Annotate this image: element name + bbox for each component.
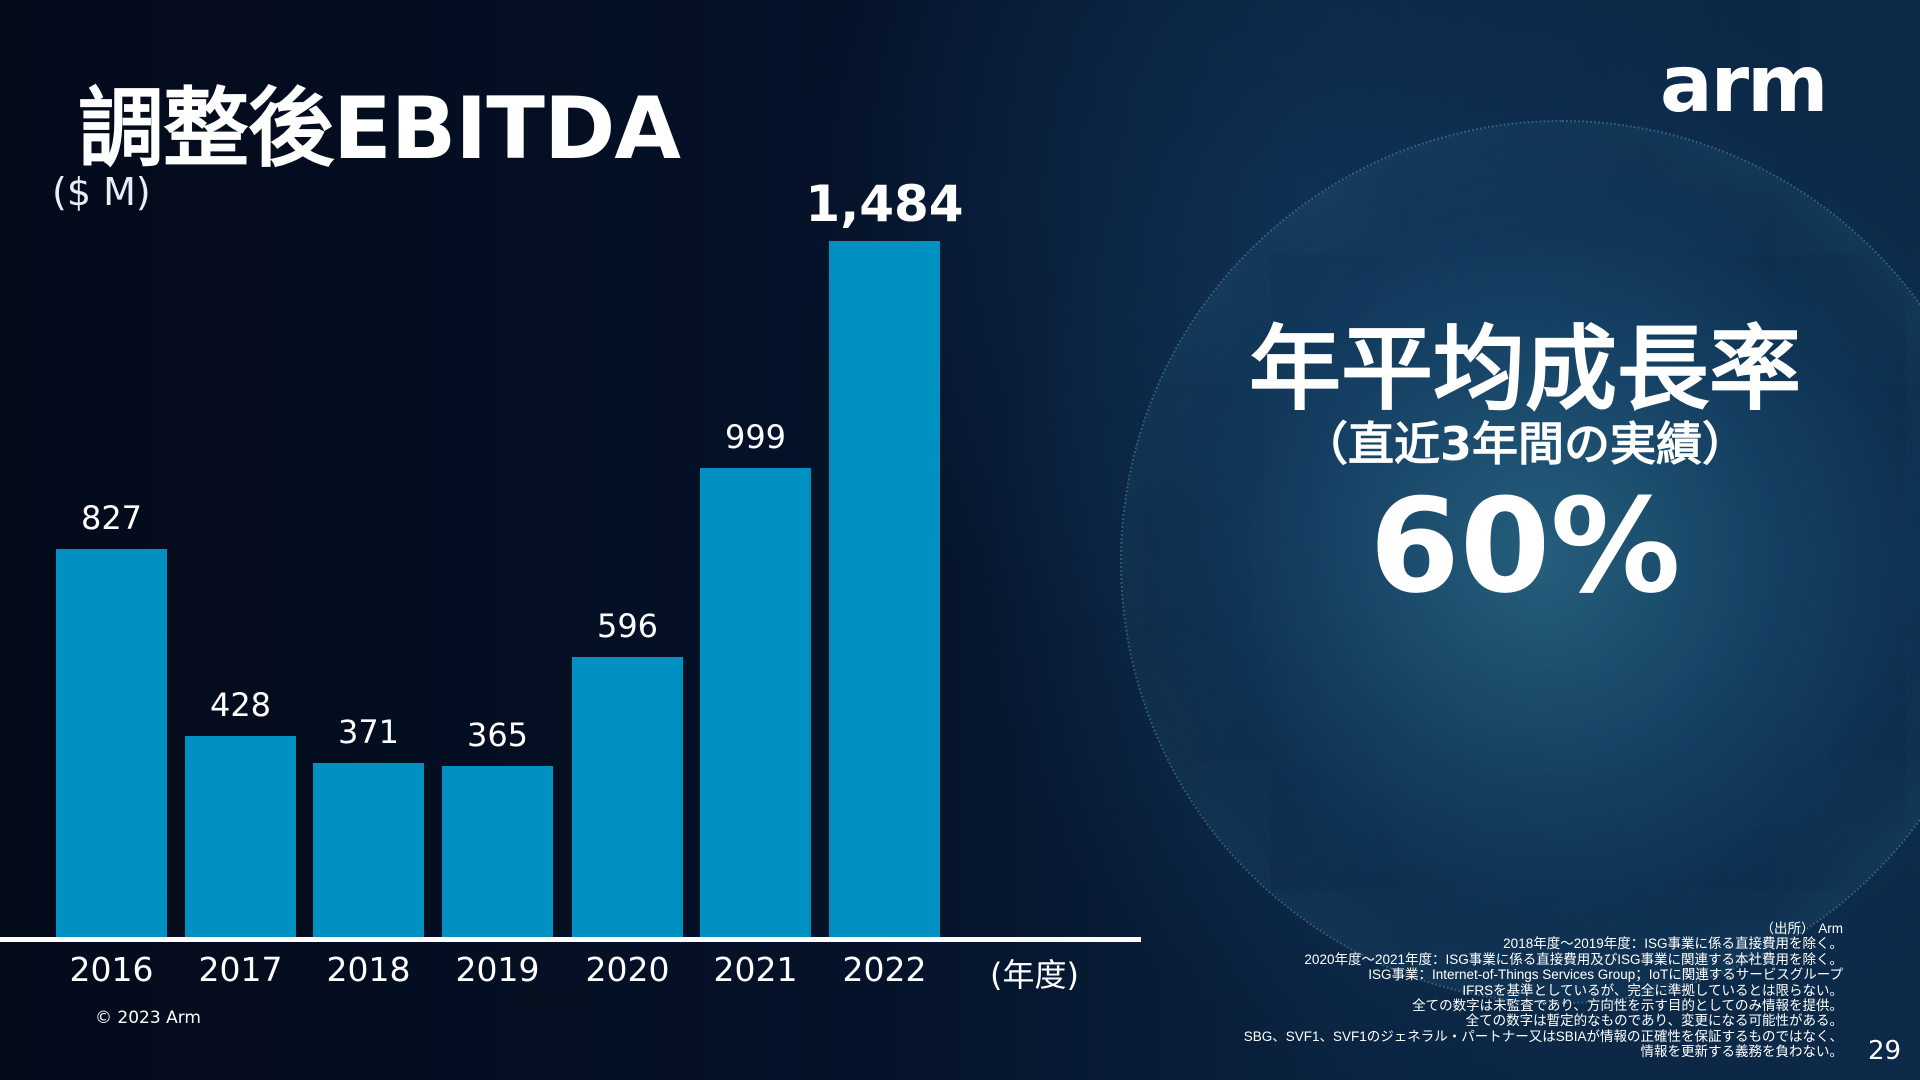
footnote: 情報を更新する義務を負わない。 — [1640, 1044, 1844, 1060]
bar-2017 — [185, 736, 296, 937]
x-tick-label: 2016 — [69, 950, 154, 989]
footnote: 2020年度～2021年度：ISG事業に係る直接費用及びISG事業に関連する本社… — [1304, 951, 1843, 967]
footnote: 全ての数字は未監査であり、方向性を示す目的としてのみ情報を提供。 — [1412, 998, 1843, 1014]
cagr-heading: 年平均成長率 — [1248, 316, 1801, 423]
footnote: ISG事業：Internet-of-Things Services Group；… — [1368, 967, 1843, 983]
x-axis-line — [0, 937, 1141, 942]
data-label: 827 — [80, 499, 143, 538]
data-label: 596 — [596, 607, 659, 646]
axis-label-placeholder: 軸ラベル — [525, 989, 597, 1010]
x-tick-label: 2018 — [326, 950, 411, 989]
copyright: © 2023 Arm — [95, 1008, 201, 1028]
data-label: 371 — [337, 713, 400, 751]
x-tick-label: 2020 — [585, 950, 670, 989]
footnote: 2018年度～2019年度：ISG事業に係る直接費用を除く。 — [1503, 936, 1843, 952]
cagr-value: 60% — [1369, 470, 1681, 622]
y-axis-unit: ($ M) — [52, 170, 151, 214]
x-axis-unit: (年度) — [990, 956, 1079, 994]
bar-2022 — [829, 241, 940, 937]
bar-2021 — [700, 468, 811, 937]
cagr-subheading: （直近3年間の実績） — [1301, 417, 1748, 471]
x-tick-label: 2019 — [455, 950, 540, 989]
bar-2019 — [442, 765, 553, 937]
data-label: 1,484 — [805, 175, 964, 233]
x-tick-label: 2017 — [198, 950, 283, 989]
bar-2020 — [572, 657, 683, 937]
footnote: SBG、SVF1、SVF1のジェネラル・パートナー又はSBIAが情報の正確性を保… — [1243, 1028, 1843, 1044]
data-label: 999 — [724, 418, 787, 457]
footnote: （出所） Arm — [1760, 921, 1844, 936]
footnote: IFRSを基準としているが、完全に準拠しているとは限らない。 — [1462, 982, 1843, 998]
bar-2018 — [313, 763, 424, 937]
footnote: 全ての数字は暫定的なものであり、変更になる可能性がある。 — [1465, 1013, 1843, 1029]
x-tick-label: 2022 — [842, 950, 927, 989]
slide-title: 調整後EBITDA — [78, 79, 681, 179]
page-number: 29 — [1868, 1036, 1902, 1066]
x-tick-label: 2021 — [713, 950, 798, 989]
data-label: 428 — [209, 686, 272, 725]
arm-logo: arm — [1660, 40, 1828, 130]
footnotes: （出所） Arm 2018年度～2019年度：ISG事業に係る直接費用を除く。 … — [1244, 921, 1843, 1060]
bar-2016 — [56, 549, 167, 937]
data-label: 365 — [466, 715, 529, 754]
